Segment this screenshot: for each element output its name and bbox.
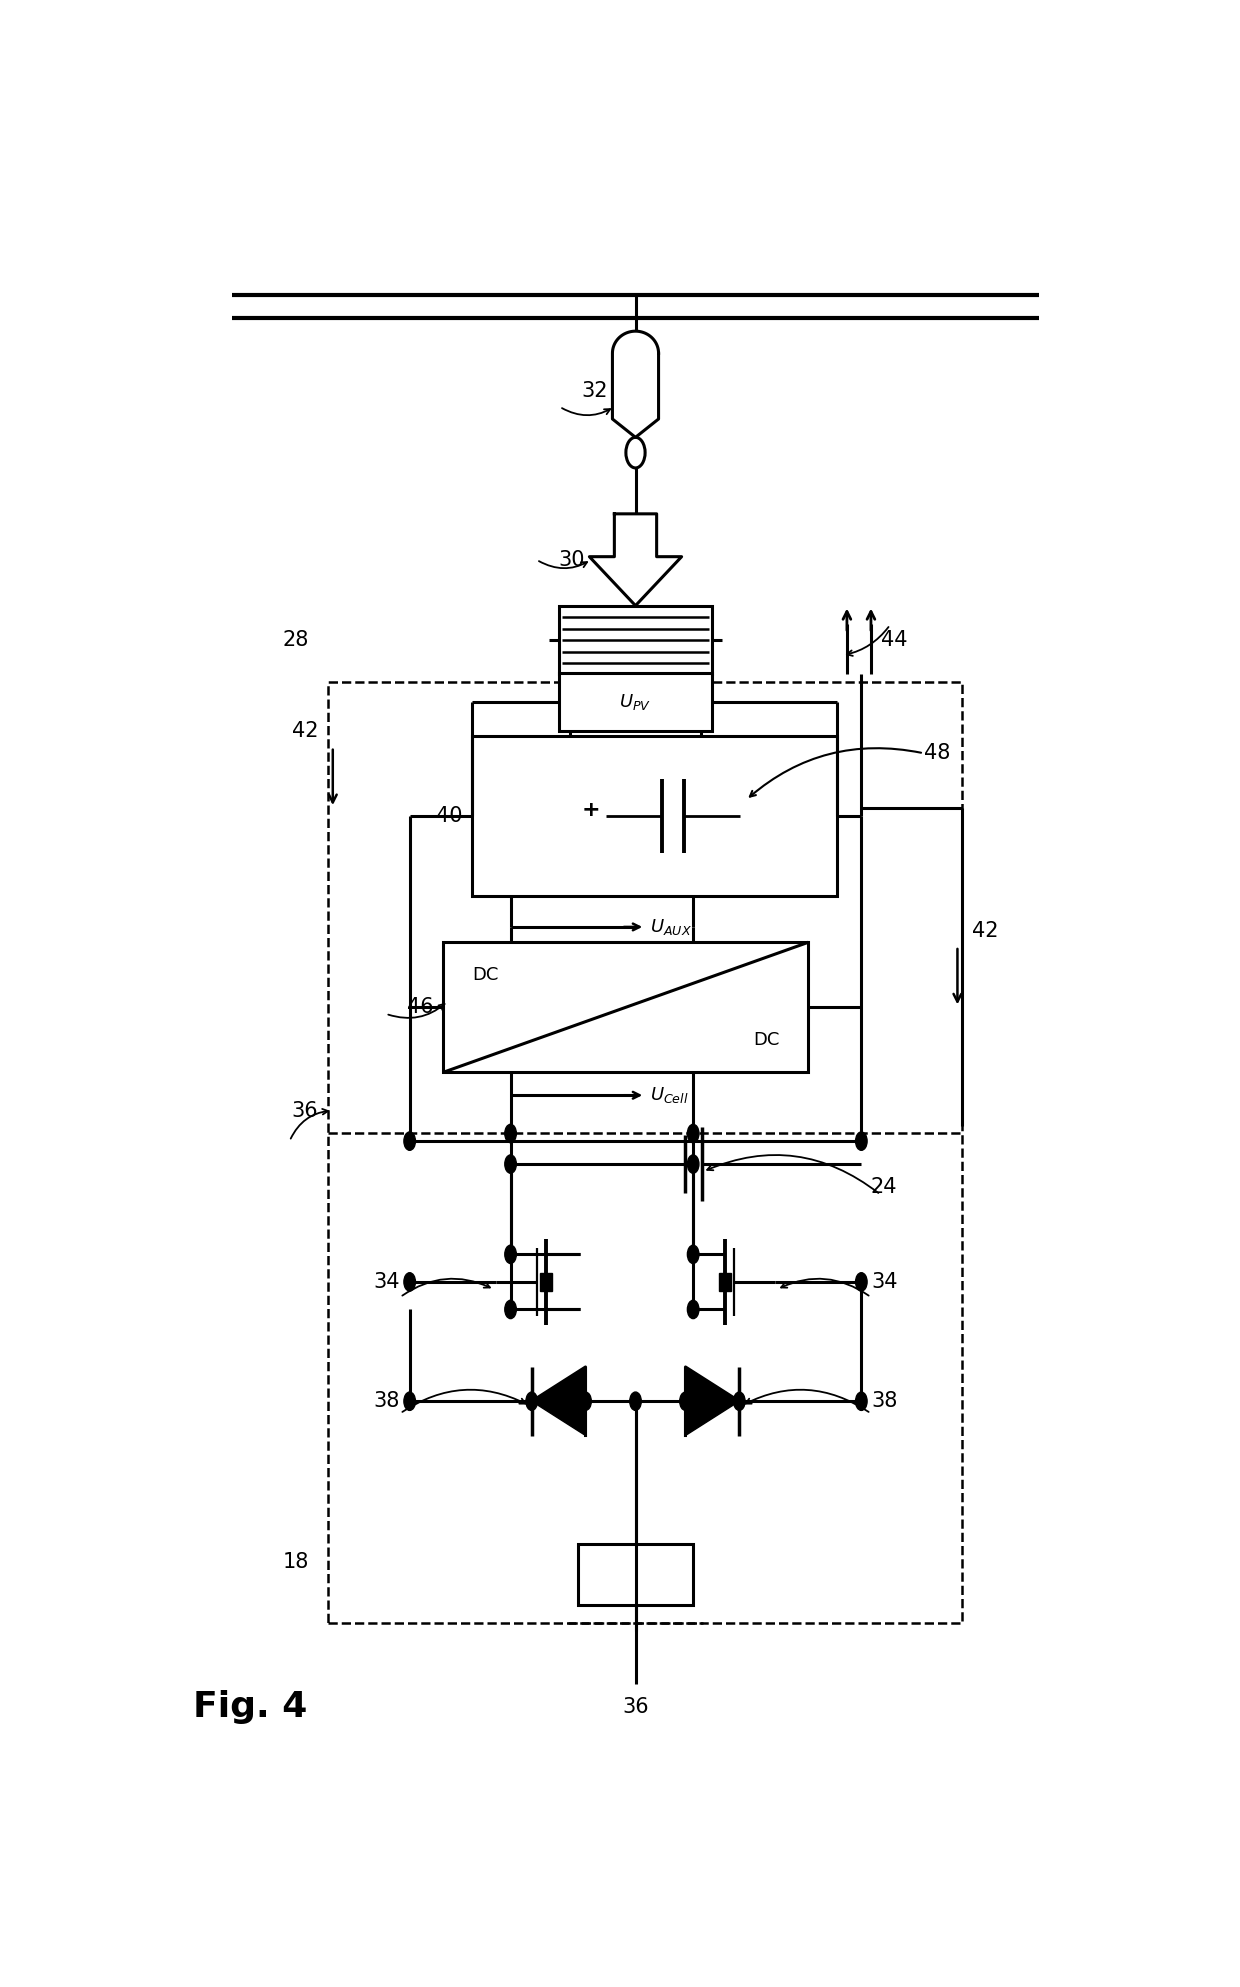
Text: Fig. 4: Fig. 4	[193, 1691, 308, 1725]
Circle shape	[680, 1393, 691, 1411]
Text: 42: 42	[972, 920, 998, 940]
Text: 32: 32	[582, 382, 608, 401]
Circle shape	[687, 1125, 699, 1143]
Circle shape	[505, 1125, 516, 1143]
Polygon shape	[613, 332, 658, 437]
Bar	[472, 735, 837, 896]
Text: 30: 30	[558, 550, 584, 570]
Text: 46: 46	[407, 997, 434, 1017]
Circle shape	[856, 1274, 867, 1292]
Circle shape	[404, 1393, 415, 1411]
Text: 24: 24	[870, 1176, 898, 1196]
Polygon shape	[686, 1367, 739, 1435]
Text: $U_{PV}$: $U_{PV}$	[620, 691, 651, 711]
Circle shape	[687, 1154, 699, 1172]
Text: 34: 34	[870, 1272, 898, 1292]
Text: 38: 38	[870, 1391, 898, 1411]
Text: 36: 36	[291, 1101, 319, 1121]
Text: 34: 34	[373, 1272, 401, 1292]
Circle shape	[734, 1393, 745, 1411]
Text: 44: 44	[880, 630, 906, 650]
Text: 42: 42	[291, 721, 319, 741]
Text: 48: 48	[924, 743, 950, 763]
Polygon shape	[532, 1367, 585, 1435]
Circle shape	[630, 1393, 641, 1411]
Circle shape	[404, 1274, 415, 1292]
Circle shape	[687, 1246, 699, 1264]
Circle shape	[856, 1133, 867, 1150]
Circle shape	[505, 1154, 516, 1172]
Text: 28: 28	[283, 630, 309, 650]
Text: 40: 40	[436, 807, 463, 827]
Text: DC: DC	[753, 1031, 780, 1049]
Bar	[558, 674, 712, 731]
Circle shape	[505, 1246, 516, 1264]
Text: 18: 18	[283, 1552, 309, 1572]
Bar	[578, 1544, 693, 1605]
Circle shape	[687, 1299, 699, 1319]
Text: +: +	[582, 801, 600, 821]
Text: $U_{AUX}$: $U_{AUX}$	[650, 916, 692, 938]
Text: 38: 38	[373, 1391, 401, 1411]
Circle shape	[526, 1393, 537, 1411]
Text: DC: DC	[472, 966, 498, 984]
Text: $U_{Cell}$: $U_{Cell}$	[650, 1085, 688, 1105]
Polygon shape	[541, 1274, 552, 1292]
Circle shape	[580, 1393, 591, 1411]
Bar	[444, 942, 808, 1073]
Bar	[327, 682, 962, 1623]
Polygon shape	[719, 1274, 730, 1292]
Bar	[558, 606, 712, 674]
Polygon shape	[589, 515, 682, 606]
Text: 36: 36	[622, 1697, 649, 1717]
Circle shape	[856, 1393, 867, 1411]
Circle shape	[505, 1299, 516, 1319]
Circle shape	[404, 1133, 415, 1150]
